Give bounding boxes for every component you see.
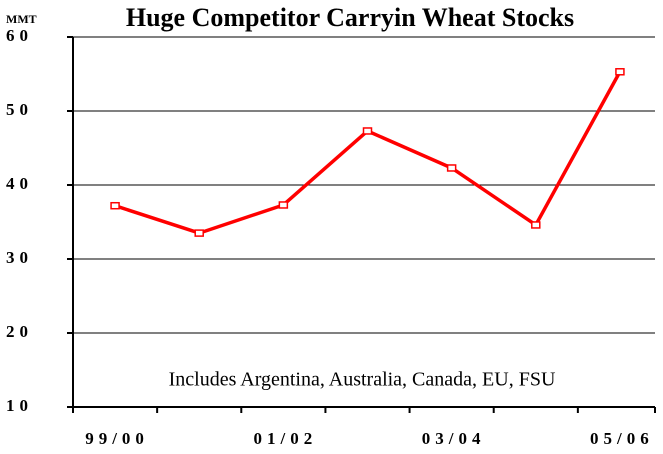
y-tick-label: 30 bbox=[6, 248, 33, 267]
x-tick-label: 05/06 bbox=[590, 429, 654, 448]
y-tick-label: 60 bbox=[6, 26, 33, 45]
x-tick-label: 99/00 bbox=[85, 429, 149, 448]
marker bbox=[278, 201, 289, 209]
marker bbox=[362, 127, 373, 135]
marker bbox=[531, 221, 541, 229]
x-tick-label: 01/02 bbox=[253, 429, 317, 448]
annotation: Includes Argentina, Australia, Canada, E… bbox=[169, 369, 556, 391]
y-axis-label: MMT bbox=[6, 12, 37, 26]
marker bbox=[615, 68, 625, 76]
marker bbox=[194, 229, 204, 237]
y-tick-label: 50 bbox=[6, 100, 33, 119]
marker bbox=[110, 201, 120, 210]
data-line bbox=[114, 70, 622, 235]
marker bbox=[446, 164, 457, 172]
y-tick-label: 20 bbox=[6, 322, 33, 341]
chart-title: Huge Competitor Carryin Wheat Stocks bbox=[126, 3, 574, 32]
x-tick-label: 03/04 bbox=[422, 429, 486, 448]
y-tick-label: 10 bbox=[6, 396, 33, 415]
y-tick-label: 40 bbox=[6, 174, 33, 193]
